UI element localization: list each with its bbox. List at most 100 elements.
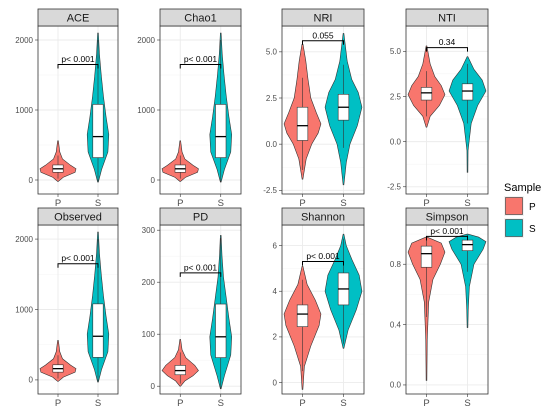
significance-label: p< 0.001 [184, 54, 218, 64]
y-tick-label: -2.5 [387, 183, 401, 192]
strip-title: NTI [438, 13, 456, 25]
y-tick-label: -2.5 [263, 186, 277, 195]
panel-pd: p< 0.001 PD 0 100 200 300 P S [142, 207, 242, 409]
box-pd-s-iqr [215, 303, 227, 358]
y-tick-label: 4 [273, 287, 278, 296]
significance-bracket [179, 64, 222, 69]
significance-bracket [302, 261, 344, 266]
box-nti-p-iqr [420, 87, 433, 101]
strip-background [405, 207, 489, 226]
significance-bracket [426, 47, 468, 52]
panel-shannon: p< 0.001 Shannon 0 2 4 6 P S [273, 207, 365, 409]
x-tick-label: S [340, 198, 346, 209]
panel-ace: p< 0.001 ACE 0 1000 2000 P S [15, 8, 119, 209]
x-tick-label: S [95, 398, 101, 409]
y-tick-label: 200 [142, 278, 156, 287]
violin-simpson-s [448, 233, 487, 328]
box-chao1-s-iqr [215, 104, 227, 158]
x-tick-label: S [218, 398, 224, 409]
y-tick-label: 1000 [15, 106, 33, 115]
strip-background [281, 207, 365, 226]
significance-label: p< 0.001 [184, 262, 218, 272]
y-tick-label: 0 [29, 176, 34, 185]
y-tick-label: 5.0 [390, 47, 402, 56]
y-tick-label: 0.0 [390, 137, 402, 146]
legend-label-p: P [529, 202, 536, 213]
y-tick-label: 0.4 [390, 320, 402, 329]
strip-title: Observed [54, 212, 102, 224]
y-tick-label: 2000 [15, 235, 33, 244]
y-tick-label: 0 [151, 382, 156, 391]
x-tick-label: S [464, 198, 470, 209]
box-nti-s-iqr [461, 83, 474, 101]
x-tick-label: P [299, 398, 305, 409]
strip-title: Shannon [301, 212, 345, 224]
significance-label: p< 0.001 [61, 253, 95, 263]
y-tick-label: 0.0 [266, 140, 278, 149]
significance-bracket [57, 64, 99, 69]
y-tick-label: 2000 [15, 36, 33, 45]
panel-chao1: p< 0.001 Chao1 0 1000 2000 P S [137, 8, 242, 209]
y-tick-label: 0 [29, 376, 34, 385]
strip-background [37, 8, 119, 27]
x-tick-label: P [299, 198, 305, 209]
x-tick-label: P [423, 398, 429, 409]
panel-nri: 0.055 NRI -2.5 0.0 2.5 5.0 P S [263, 8, 365, 209]
strip-title: NRI [314, 13, 333, 25]
significance-label: 0.055 [312, 30, 334, 40]
x-tick-label: S [340, 398, 346, 409]
x-tick-label: P [55, 198, 61, 209]
panel-nti: 0.34 NTI -2.5 0.0 2.5 5.0 P S [387, 8, 489, 209]
strip-background [281, 8, 365, 27]
legend-title: Sample [504, 182, 541, 194]
y-tick-label: 300 [142, 226, 156, 235]
y-tick-label: 0.8 [390, 260, 402, 269]
x-tick-label: P [177, 198, 183, 209]
y-tick-label: 0 [151, 176, 156, 185]
strip-title: Chao1 [184, 13, 216, 25]
significance-label: p< 0.001 [61, 54, 95, 64]
y-tick-label: 0.0 [390, 381, 402, 390]
strip-background [405, 8, 489, 27]
y-tick-label: 6 [273, 241, 278, 250]
legend-label-s: S [529, 224, 536, 235]
x-tick-label: P [423, 198, 429, 209]
significance-bracket [57, 263, 99, 268]
box-shannon-p-iqr [296, 304, 309, 327]
y-tick-label: 2.5 [390, 92, 402, 101]
x-tick-label: S [95, 198, 101, 209]
box-simpson-s-iqr [461, 239, 474, 251]
y-tick-label: 100 [142, 330, 156, 339]
panel-observed: p< 0.001 Observed 0 1000 2000 P S [15, 207, 119, 409]
y-tick-label: 5.0 [266, 48, 278, 57]
legend-swatch-s [505, 219, 523, 237]
significance-bracket [302, 40, 344, 45]
strip-title: ACE [67, 13, 90, 25]
y-tick-label: 1000 [137, 106, 155, 115]
significance-label: 0.34 [439, 37, 456, 47]
box-observed-s-iqr [92, 303, 104, 358]
y-tick-label: 0 [273, 378, 278, 387]
box-simpson-p-iqr [420, 245, 433, 268]
significance-label: p< 0.001 [306, 251, 340, 261]
y-tick-label: 1000 [15, 305, 33, 314]
significance-bracket [426, 235, 468, 241]
strip-background [37, 207, 119, 226]
x-tick-label: P [177, 398, 183, 409]
y-tick-label: 2.5 [266, 94, 278, 103]
strip-title: Simpson [426, 212, 469, 224]
box-ace-s-iqr [92, 104, 104, 158]
significance-label: p< 0.001 [430, 226, 464, 236]
significance-bracket [179, 272, 222, 277]
box-nri-p-iqr [296, 106, 309, 141]
x-tick-label: P [55, 398, 61, 409]
panel-simpson: p< 0.001 Simpson 0.0 0.4 0.8 P S [390, 207, 489, 409]
y-tick-label: 2 [273, 333, 278, 342]
legend: Sample P S [504, 182, 541, 238]
strip-background [159, 8, 242, 27]
strip-background [159, 207, 242, 226]
x-tick-label: S [218, 198, 224, 209]
x-tick-label: S [464, 398, 470, 409]
